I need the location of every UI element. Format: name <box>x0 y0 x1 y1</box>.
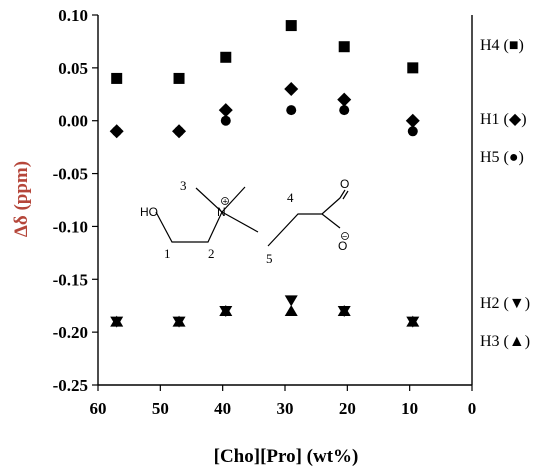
y-tick-label: -0.15 <box>53 270 88 289</box>
data-point-h1 <box>337 92 352 107</box>
structure-label-o-top: O <box>340 177 349 191</box>
x-tick-label: 30 <box>277 399 294 418</box>
data-point-h4 <box>407 62 419 74</box>
axis-ticks <box>92 14 473 391</box>
structure-label-n: N <box>217 205 226 219</box>
structure-num-3: 3 <box>180 178 187 193</box>
legend-label-h3: H3 (▲) <box>480 333 530 350</box>
data-point-h5 <box>407 126 418 137</box>
data-point-h1 <box>405 113 420 128</box>
negative-charge-sign: − <box>342 232 347 242</box>
x-tick-label: 20 <box>339 399 356 418</box>
y-tick-label: -0.05 <box>53 165 88 184</box>
data-point-h5 <box>286 105 297 116</box>
data-point-h4 <box>111 72 123 84</box>
negative-charge-circle <box>341 232 349 240</box>
data-point-h5 <box>111 126 122 137</box>
data-point-h3 <box>110 315 124 327</box>
y-tick-label: 0.05 <box>58 59 88 78</box>
y-tick-label: 0.10 <box>58 6 88 25</box>
structure-num-5: 5 <box>266 251 273 266</box>
legend-label-h1: H1 (◆) <box>480 111 527 128</box>
legend: H4 (■) H1 (◆) H5 (●) H2 (▼) H3 (▲) <box>480 37 530 350</box>
y-tick-label: 0.00 <box>58 112 88 131</box>
data-point-h2 <box>284 295 298 307</box>
y-axis-title: Δδ (ppm) <box>11 161 32 237</box>
data-point-h1 <box>218 103 233 118</box>
x-tick-label: 60 <box>90 399 107 418</box>
positive-charge-sign: + <box>223 197 228 207</box>
structure-num-1: 1 <box>164 246 171 261</box>
data-point-h5 <box>220 115 231 126</box>
x-tick-label: 10 <box>401 399 418 418</box>
data-point-h3 <box>337 305 351 316</box>
data-point-h4 <box>285 20 297 32</box>
structure-bonds-choline <box>155 186 259 243</box>
data-point-h4 <box>220 51 232 63</box>
legend-label-h2: H2 (▼) <box>480 295 530 312</box>
y-tick-label: -0.25 <box>53 376 88 395</box>
x-tick-label: 50 <box>152 399 169 418</box>
data-marks <box>109 20 420 328</box>
data-point-h5 <box>174 126 185 137</box>
data-point-h3 <box>406 315 420 327</box>
x-tick-label: 0 <box>468 399 477 418</box>
data-point-h4 <box>338 41 350 53</box>
structure-label-o-bottom: O <box>338 239 347 253</box>
legend-label-h5: H5 (●) <box>480 149 524 166</box>
structure-bonds-proline <box>267 189 349 247</box>
x-tick-label: 40 <box>214 399 231 418</box>
structure-num-2: 2 <box>208 246 215 261</box>
data-point-h3 <box>172 315 186 327</box>
positive-charge-circle <box>221 197 229 205</box>
structure-num-4: 4 <box>287 190 294 205</box>
y-tick-label: -0.20 <box>53 323 88 342</box>
data-point-h3 <box>219 305 233 316</box>
structure-label-ho: HO <box>140 205 158 219</box>
legend-label-h4: H4 (■) <box>480 37 524 54</box>
data-point-h5 <box>339 105 350 116</box>
data-point-h4 <box>173 72 185 84</box>
data-point-h3 <box>284 305 298 316</box>
x-axis-title: [Cho][Pro] (wt%) <box>214 446 359 467</box>
chemical-structure-inset: HO N + 1 2 3 4 5 O O − <box>140 177 349 266</box>
data-point-h1 <box>284 82 299 96</box>
y-tick-label: -0.10 <box>53 217 88 236</box>
